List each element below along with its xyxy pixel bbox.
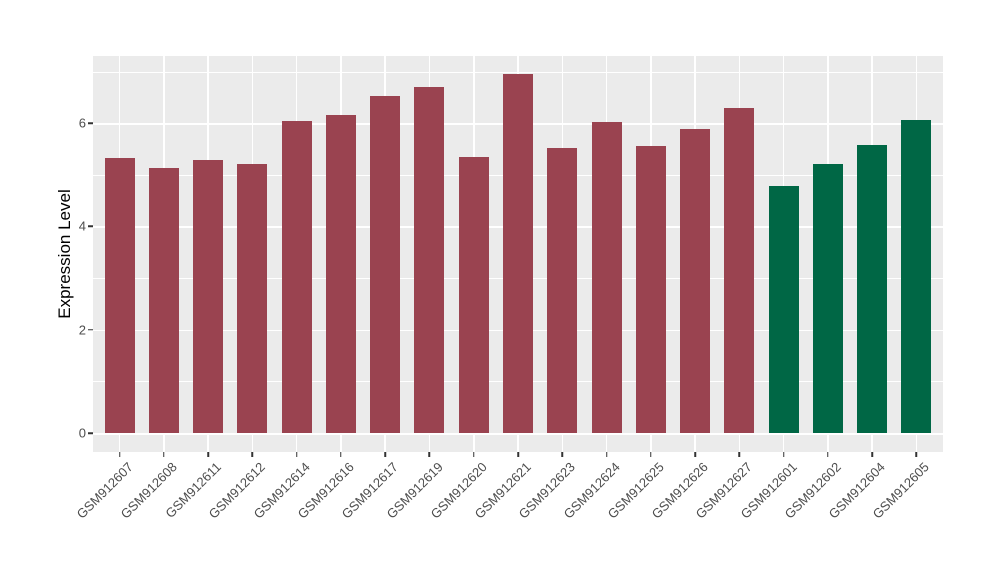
- bar-GSM912612: [237, 163, 268, 433]
- bar-GSM912607: [104, 157, 135, 433]
- x-tick-mark: [650, 452, 652, 457]
- x-tick-mark: [428, 452, 431, 457]
- bar-GSM912620: [458, 156, 489, 433]
- x-tick-mark: [384, 452, 386, 457]
- bar-GSM912623: [547, 147, 578, 433]
- bar-GSM912608: [148, 167, 179, 433]
- y-tick-mark: [88, 122, 93, 124]
- y-tick-label: 6: [78, 115, 86, 131]
- y-axis-title: Expression Level: [55, 189, 74, 319]
- x-tick-mark: [694, 452, 696, 457]
- x-tick-mark: [915, 452, 918, 457]
- x-tick-mark: [871, 452, 873, 457]
- x-tick-mark: [738, 452, 741, 457]
- x-tick-mark: [340, 452, 342, 457]
- bar-GSM912614: [281, 121, 312, 433]
- bar-GSM912627: [724, 107, 755, 433]
- x-tick-mark: [605, 452, 608, 457]
- x-tick-mark: [251, 452, 254, 457]
- y-tick-label: 4: [78, 218, 86, 234]
- bar-GSM912624: [591, 122, 622, 433]
- x-tick-mark: [473, 452, 475, 457]
- x-tick-mark: [782, 452, 785, 457]
- bar-GSM912602: [812, 163, 843, 433]
- x-tick-mark: [207, 452, 209, 457]
- y-tick-mark: [88, 432, 93, 434]
- bar-GSM912626: [680, 129, 711, 433]
- y-tick-mark: [88, 225, 93, 228]
- x-tick-mark: [827, 452, 829, 457]
- y-tick-mark: [88, 328, 93, 331]
- bar-GSM912625: [635, 146, 666, 433]
- x-tick-mark: [561, 452, 564, 457]
- bar-GSM912621: [503, 74, 534, 433]
- y-tick-label: 0: [78, 425, 86, 441]
- plot-panel: [93, 56, 943, 452]
- bar-GSM912617: [370, 96, 401, 433]
- bar-GSM912604: [857, 145, 888, 433]
- bar-GSM912611: [193, 159, 224, 433]
- x-tick-mark: [517, 452, 519, 457]
- bar-GSM912616: [325, 115, 356, 433]
- bar-GSM912605: [901, 119, 932, 433]
- bar-GSM912601: [768, 186, 799, 433]
- x-tick-mark: [295, 452, 298, 457]
- bar-GSM912619: [414, 86, 445, 433]
- x-tick-mark: [163, 452, 165, 457]
- x-tick-mark: [118, 452, 121, 457]
- y-tick-label: 2: [78, 322, 86, 338]
